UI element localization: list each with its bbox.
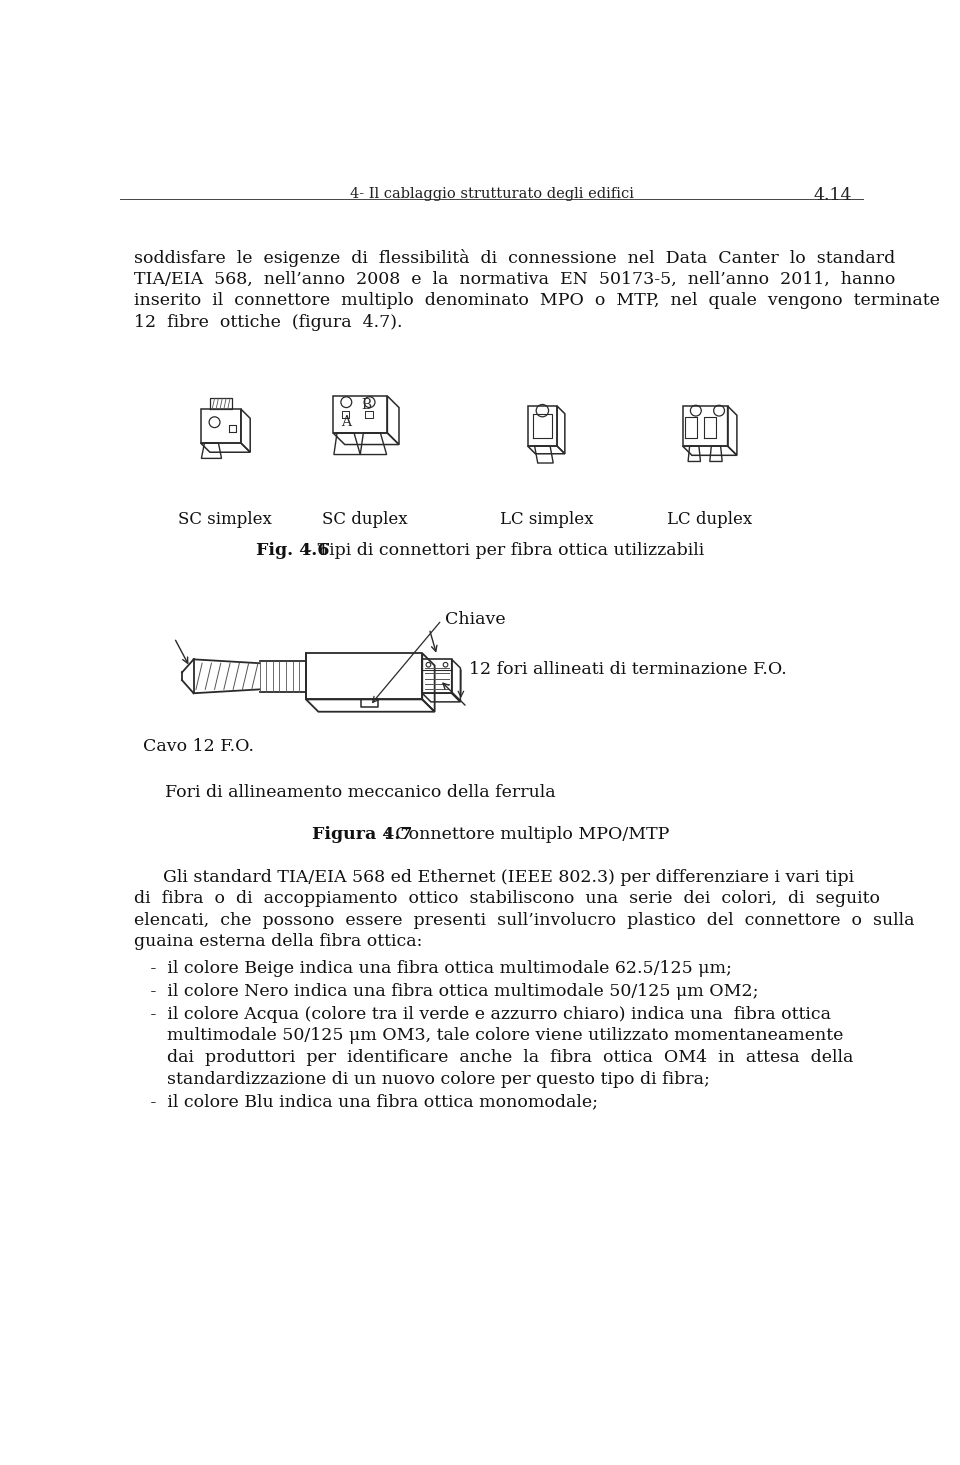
Text: Gli standard TIA/EIA 568 ed Ethernet (IEEE 802.3) per differenziare i vari tipi: Gli standard TIA/EIA 568 ed Ethernet (IE… — [162, 869, 853, 886]
Text: LC simplex: LC simplex — [500, 511, 594, 527]
Text: elencati,  che  possono  essere  presenti  sull’involucro  plastico  del  connet: elencati, che possono essere presenti su… — [134, 911, 915, 929]
Text: TIA/EIA  568,  nell’anno  2008  e  la  normativa  EN  50173-5,  nell’anno  2011,: TIA/EIA 568, nell’anno 2008 e la normati… — [134, 271, 896, 287]
Text: Cavo 12 F.O.: Cavo 12 F.O. — [143, 738, 254, 754]
Text: SC simplex: SC simplex — [179, 511, 273, 527]
Text: Chiave: Chiave — [445, 611, 506, 628]
Text: 12 fori allineati di terminazione F.O.: 12 fori allineati di terminazione F.O. — [468, 661, 786, 678]
Text: SC duplex: SC duplex — [323, 511, 408, 527]
Text: 4- Il cablaggio strutturato degli edifici: 4- Il cablaggio strutturato degli edific… — [350, 188, 634, 201]
Text: di  fibra  o  di  accoppiamento  ottico  stabiliscono  una  serie  dei  colori, : di fibra o di accoppiamento ottico stabi… — [134, 891, 880, 907]
Text: 4.14: 4.14 — [814, 188, 852, 204]
Text: A: A — [342, 415, 351, 429]
Text: B: B — [361, 398, 372, 412]
Text: -  il colore Blu indica una fibra ottica monomodale;: - il colore Blu indica una fibra ottica … — [134, 1094, 598, 1110]
Text: LC duplex: LC duplex — [667, 511, 753, 527]
Text: : Connettore multiplo MPO/MTP: : Connettore multiplo MPO/MTP — [383, 826, 669, 844]
Text: -  il colore Acqua (colore tra il verde e azzurro chiaro) indica una  fibra otti: - il colore Acqua (colore tra il verde e… — [134, 1006, 831, 1023]
Text: Fig. 4.6: Fig. 4.6 — [255, 542, 329, 558]
Text: guaina esterna della fibra ottica:: guaina esterna della fibra ottica: — [134, 933, 422, 951]
Text: standardizzazione di un nuovo colore per questo tipo di fibra;: standardizzazione di un nuovo colore per… — [134, 1071, 709, 1087]
Text: Figura 4.7: Figura 4.7 — [312, 826, 413, 844]
Text: dai  produttori  per  identificare  anche  la  fibra  ottica  OM4  in  attesa  d: dai produttori per identificare anche la… — [134, 1049, 853, 1067]
Text: 12  fibre  ottiche  (figura  4.7).: 12 fibre ottiche (figura 4.7). — [134, 314, 402, 331]
Text: inserito  il  connettore  multiplo  denominato  MPO  o  MTP,  nel  quale  vengon: inserito il connettore multiplo denomina… — [134, 292, 940, 309]
Text: -  il colore Nero indica una fibra ottica multimodale 50/125 μm OM2;: - il colore Nero indica una fibra ottica… — [134, 983, 758, 999]
Text: multimodale 50/125 μm OM3, tale colore viene utilizzato momentaneamente: multimodale 50/125 μm OM3, tale colore v… — [134, 1027, 843, 1045]
Text: -  il colore Beige indica una fibra ottica multimodale 62.5/125 μm;: - il colore Beige indica una fibra ottic… — [134, 960, 732, 977]
Text: soddisfare  le  esigenze  di  flessibilità  di  connessione  nel  Data  Canter  : soddisfare le esigenze di flessibilità d… — [134, 249, 895, 267]
Text: – Tipi di connettori per fibra ottica utilizzabili: – Tipi di connettori per fibra ottica ut… — [299, 542, 705, 558]
Text: Fori di allineamento meccanico della ferrula: Fori di allineamento meccanico della fer… — [165, 784, 556, 801]
